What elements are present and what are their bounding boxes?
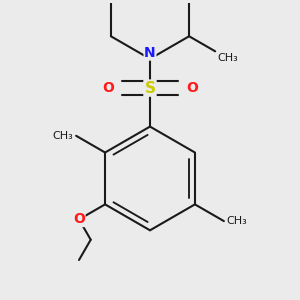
Text: S: S: [145, 81, 155, 96]
Text: N: N: [144, 46, 156, 60]
Text: CH₃: CH₃: [53, 131, 74, 141]
Text: O: O: [102, 81, 114, 95]
Text: O: O: [186, 81, 198, 95]
Text: CH₃: CH₃: [217, 53, 238, 63]
Text: CH₃: CH₃: [226, 216, 247, 226]
Text: O: O: [73, 212, 85, 226]
